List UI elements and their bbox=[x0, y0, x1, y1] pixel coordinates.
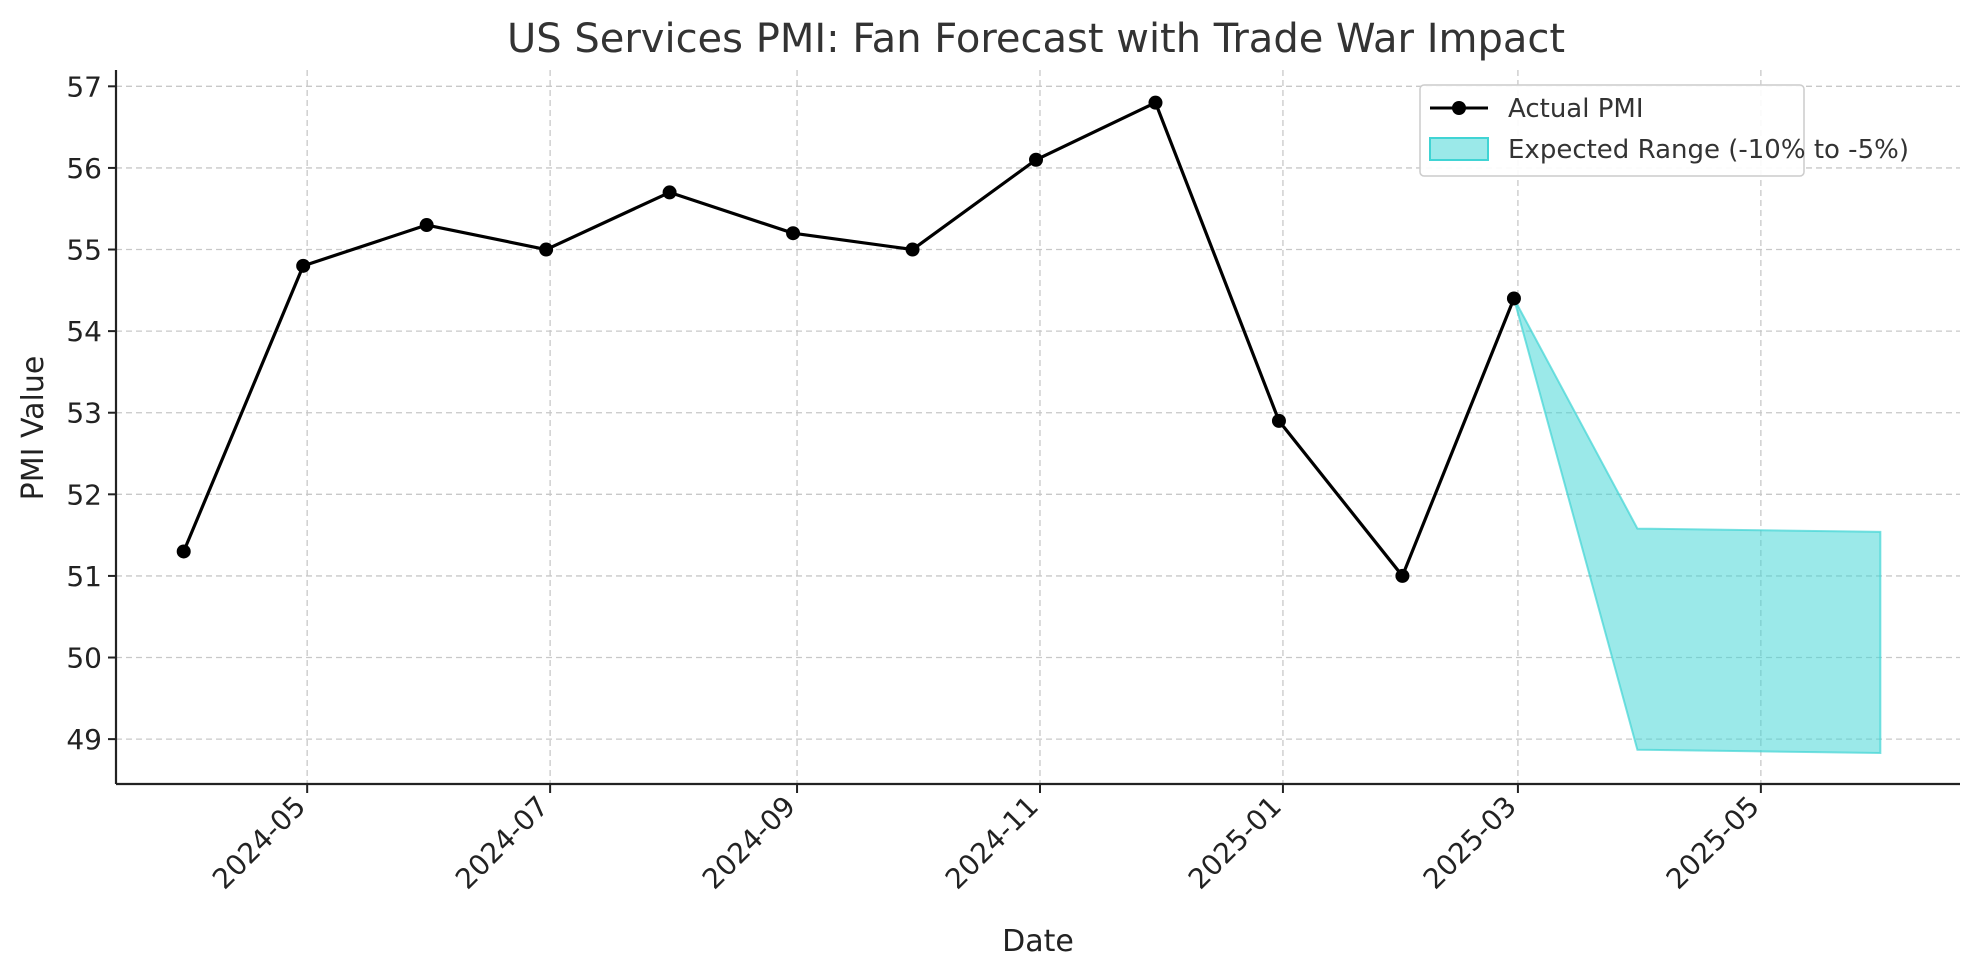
data-point bbox=[176, 544, 191, 559]
chart-title: US Services PMI: Fan Forecast with Trade… bbox=[507, 16, 1565, 62]
data-point bbox=[296, 258, 311, 273]
data-point bbox=[1029, 152, 1044, 167]
data-point bbox=[419, 218, 434, 233]
y-tick-label: 53 bbox=[66, 397, 102, 430]
legend-label-band: Expected Range (-10% to -5%) bbox=[1508, 135, 1909, 165]
series-layer bbox=[176, 95, 1521, 583]
y-tick-label: 49 bbox=[66, 723, 102, 756]
grid bbox=[116, 70, 1960, 784]
data-point bbox=[1506, 291, 1521, 306]
axes bbox=[114, 70, 1960, 786]
legend-box bbox=[1419, 84, 1805, 177]
y-tick-label: 55 bbox=[66, 234, 102, 267]
y-tick-label: 52 bbox=[66, 478, 102, 511]
y-tick-label: 50 bbox=[66, 642, 102, 675]
data-point bbox=[539, 242, 554, 257]
legend: Actual PMI Expected Range (-10% to -5%) bbox=[1419, 84, 1909, 177]
y-tick-label: 51 bbox=[66, 560, 102, 593]
y-axis-label: PMI Value bbox=[16, 356, 51, 501]
legend-marker-swatch bbox=[1452, 101, 1466, 115]
data-point bbox=[1271, 413, 1286, 428]
data-point bbox=[1395, 568, 1410, 583]
y-tick-label: 57 bbox=[66, 70, 102, 103]
forecast-band bbox=[1512, 298, 1882, 755]
legend-band-swatch bbox=[1429, 137, 1489, 161]
data-point bbox=[786, 226, 801, 241]
series-line-actual-pmi bbox=[182, 101, 1516, 578]
data-point bbox=[662, 185, 677, 200]
data-point bbox=[905, 242, 920, 257]
legend-label-actual: Actual PMI bbox=[1508, 94, 1644, 124]
x-axis-label: Date bbox=[1002, 924, 1074, 959]
y-tick-label: 54 bbox=[66, 315, 102, 348]
y-tick-label: 56 bbox=[66, 152, 102, 185]
data-point bbox=[1148, 95, 1163, 110]
forecast-band-layer bbox=[1512, 298, 1882, 755]
